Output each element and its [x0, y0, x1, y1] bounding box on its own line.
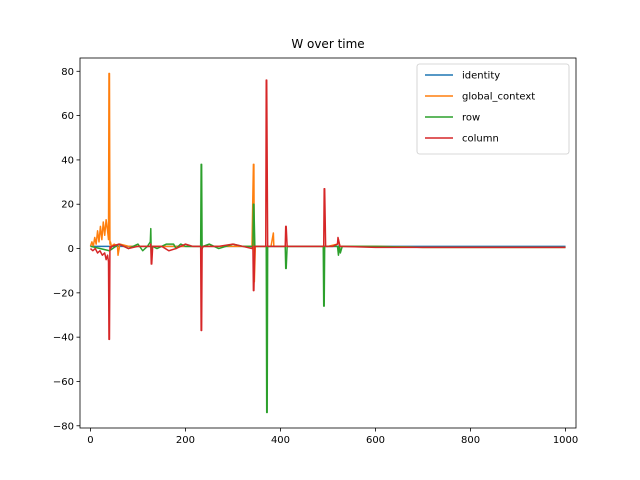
x-tick-label: 400: [271, 435, 290, 446]
legend-row-label: row: [462, 113, 480, 124]
legend-column-label: column: [462, 134, 499, 145]
y-tick-label: −20: [53, 288, 74, 299]
x-tick-label: 0: [87, 435, 93, 446]
y-tick-label: 20: [61, 200, 74, 211]
x-tick-label: 600: [366, 435, 385, 446]
chart-title: W over time: [291, 37, 364, 51]
y-tick-label: −80: [53, 421, 74, 432]
series-line-column: [89, 79, 566, 341]
legend-global-context-label: global_context: [462, 92, 535, 103]
plot-lines: [89, 72, 566, 414]
axes: 0 200 400 600 800 1000 −80 −60 −40 −20 0 20 40 60 80: [53, 57, 578, 446]
x-tick-label: 200: [176, 435, 195, 446]
legend-identity-label: identity: [462, 71, 500, 82]
y-tick-label: 80: [61, 67, 74, 78]
y-tick-label: −40: [53, 333, 74, 344]
y-tick-label: 40: [61, 155, 74, 166]
y-tick-label: −60: [53, 377, 74, 388]
y-tick-label: 0: [68, 244, 74, 255]
plot-frame: [79, 57, 577, 429]
x-tick-label: 1000: [553, 435, 578, 446]
x-tick-label: 800: [461, 435, 480, 446]
legend-box: [416, 63, 570, 155]
y-tick-label: 60: [61, 111, 74, 122]
